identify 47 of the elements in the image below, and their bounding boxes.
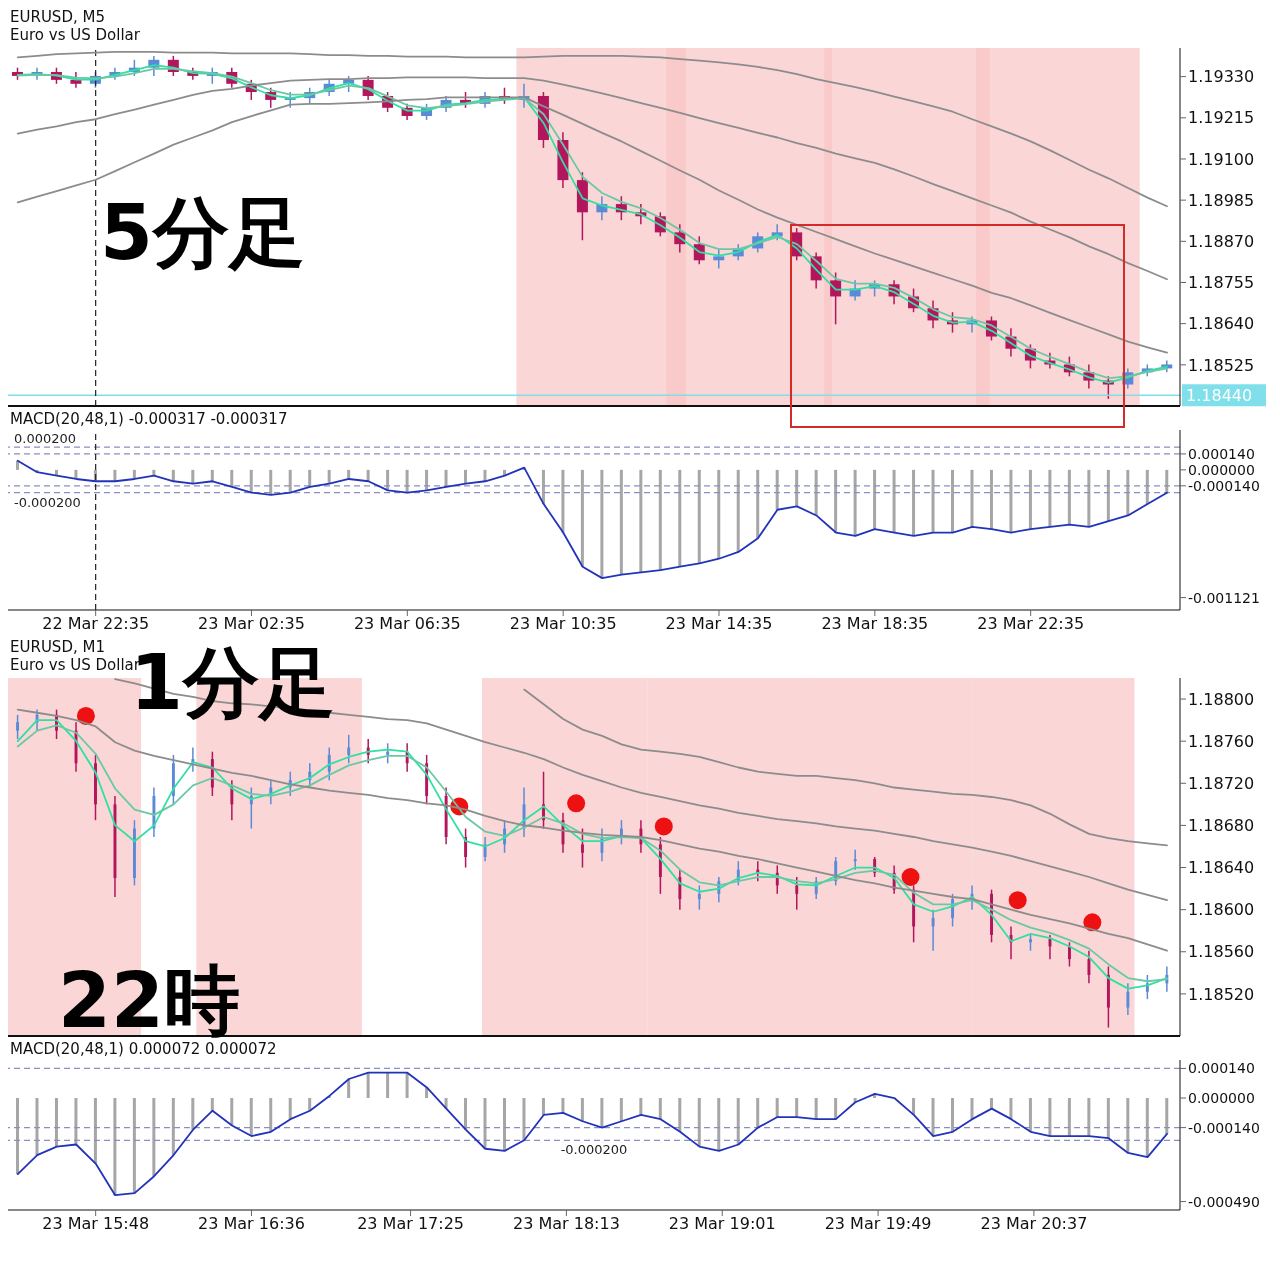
x-tick-label: 23 Mar 19:49 [824, 1214, 932, 1234]
ref-line-label: -0.000200 [14, 494, 81, 510]
y-tick-label: 1.19215 [1188, 108, 1255, 128]
x-tick-label: 23 Mar 19:01 [668, 1214, 776, 1234]
chart-subtitle: Euro vs US Dollar [10, 26, 140, 44]
x-tick-label: 23 Mar 06:35 [353, 614, 461, 634]
y-tick-label: 1.18870 [1188, 232, 1255, 251]
y-tick-label: 1.19330 [1188, 67, 1255, 87]
ref-line-label: 1.18440 [1186, 386, 1253, 406]
x-tick-label: 23 Mar 14:35 [665, 614, 773, 634]
y-tick-label: 1.18680 [1188, 816, 1255, 836]
y-tick-label: 1.18755 [1188, 273, 1255, 293]
y-tick-label: -0.001121 [1188, 589, 1260, 606]
chart-title: EURUSD, M5 [10, 8, 106, 26]
y-tick-label: 1.18640 [1188, 314, 1255, 334]
annotation: 5分足 [100, 188, 305, 278]
y-tick-label: 0.000000 [1188, 461, 1255, 478]
x-tick-label: 22 Mar 22:35 [42, 614, 150, 634]
x-tick-label: 23 Mar 16:36 [198, 1214, 305, 1234]
y-tick-label: 1.18985 [1188, 190, 1255, 210]
y-tick-label: 1.18560 [1188, 942, 1255, 962]
y-tick-label: 1.19100 [1188, 149, 1255, 169]
ref-line-label: 0.000200 [14, 431, 77, 447]
y-tick-label: 1.18720 [1188, 773, 1255, 793]
x-tick-label: 23 Mar 18:13 [512, 1214, 620, 1234]
y-tick-label: -0.000140 [1188, 1119, 1260, 1136]
chart-title: EURUSD, M1 [10, 638, 105, 656]
chart-title: MACD(20,48,1) -0.000317 -0.000317 [10, 410, 288, 428]
y-tick-label: 0.000140 [1188, 445, 1255, 462]
y-tick-label: -0.000490 [1188, 1193, 1260, 1210]
x-tick-label: 23 Mar 18:35 [821, 614, 929, 634]
x-tick-label: 23 Mar 02:35 [198, 614, 305, 634]
y-tick-label: 1.18800 [1188, 689, 1255, 709]
y-tick-label: 1.18525 [1188, 355, 1255, 375]
y-tick-label: 1.18640 [1188, 858, 1255, 878]
y-tick-label: -0.000140 [1188, 477, 1260, 494]
ref-line-label: -0.000200 [560, 1142, 628, 1158]
y-tick-label: 0.000140 [1188, 1060, 1255, 1077]
x-tick-label: 23 Mar 22:35 [977, 614, 1085, 634]
y-tick-label: 1.18520 [1188, 984, 1255, 1004]
x-tick-label: 23 Mar 15:48 [42, 1214, 150, 1234]
y-tick-label: 1.18600 [1188, 900, 1255, 920]
y-tick-label: 1.18760 [1188, 731, 1255, 751]
x-tick-label: 23 Mar 10:35 [509, 614, 617, 634]
y-tick-label: 0.000000 [1188, 1090, 1255, 1106]
x-tick-label: 23 Mar 17:25 [357, 1214, 464, 1234]
x-tick-label: 23 Mar 20:37 [980, 1214, 1088, 1234]
